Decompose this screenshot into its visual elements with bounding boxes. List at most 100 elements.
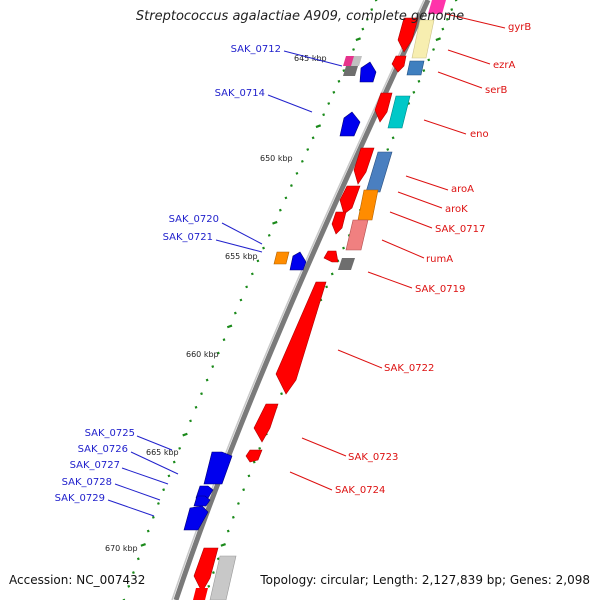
tick-mark	[146, 529, 150, 533]
tick-mark	[231, 515, 235, 519]
gene-arrow-SAK_0727	[193, 495, 211, 507]
gene-label-SAK_0719: SAK_0719	[415, 284, 465, 295]
tick-mark	[136, 557, 140, 561]
tick-mark	[300, 159, 304, 163]
tick-mark	[222, 338, 226, 342]
kbp-label: 650 kbp	[260, 154, 293, 163]
tick-mark	[172, 460, 176, 464]
tick-mark	[194, 405, 198, 409]
gene-arrow-ezrA	[391, 55, 407, 73]
tick-mark	[427, 58, 431, 62]
tick-mark	[445, 17, 449, 21]
tick-mark	[355, 37, 361, 42]
tick-mark	[237, 502, 240, 505]
tick-mark	[361, 27, 365, 31]
tick-mark	[412, 90, 416, 94]
genome-title: Streptococcus agalactiae A909, complete …	[135, 9, 465, 24]
gene-arrow-SAK_0721	[289, 251, 307, 271]
gene-arrow-rumA	[323, 250, 339, 263]
gene-label-SAK_0722: SAK_0722	[384, 363, 434, 374]
forward-leader-lines	[107, 50, 343, 517]
tick-mark	[167, 474, 171, 478]
tick-mark	[311, 136, 315, 140]
gene-label-aroK: aroK	[445, 204, 468, 215]
tick-mark	[435, 37, 441, 42]
gene-label-SAK_0720: SAK_0720	[169, 214, 219, 225]
cog-block	[428, 0, 446, 14]
tick-mark	[391, 136, 395, 140]
tick-mark	[365, 17, 369, 21]
gene-arrow-aroA	[339, 185, 361, 215]
gene-arrow-SAK_0725	[203, 451, 233, 485]
tick-mark	[216, 351, 220, 355]
tick-mark	[212, 571, 215, 575]
cog-block	[345, 219, 369, 251]
genome-backbone-shadow	[171, 0, 425, 600]
gene-arrow-serB	[374, 92, 393, 123]
tick-mark	[245, 285, 249, 289]
tick-mark	[422, 69, 426, 73]
cog-block	[406, 60, 425, 76]
cog-block	[365, 151, 393, 193]
tick-mark	[182, 432, 188, 437]
gene-label-rumA: rumA	[426, 254, 453, 265]
gene-arrow-SAK_0724	[245, 449, 263, 463]
tick-mark	[327, 102, 331, 105]
tick-mark	[454, 0, 458, 2]
tick-mark	[162, 488, 166, 492]
tick-mark	[132, 571, 135, 575]
tick-mark	[322, 113, 326, 117]
tick-mark	[370, 8, 374, 12]
tick-mark	[207, 584, 211, 588]
tick-mark	[284, 196, 288, 200]
tick-mark	[239, 298, 243, 302]
gene-label-eno: eno	[470, 129, 489, 140]
gene-label-SAK_0727: SAK_0727	[70, 460, 120, 471]
gene-label-SAK_0714: SAK_0714	[215, 88, 265, 99]
tick-mark	[205, 378, 209, 382]
gene-label-SAK_0723: SAK_0723	[348, 452, 398, 463]
tick-mark	[337, 79, 341, 83]
tick-mark	[352, 48, 355, 51]
tick-mark	[315, 124, 322, 129]
tick-mark	[250, 272, 254, 276]
reverse-strand-features	[193, 0, 446, 600]
gene-arrow-SAK_0712	[359, 61, 377, 83]
gene-label-ezrA: ezrA	[493, 60, 516, 71]
tick-mark	[226, 324, 233, 329]
cog-block	[357, 189, 379, 221]
tick-mark	[272, 220, 278, 225]
gene-label-SAK_0717: SAK_0717	[435, 224, 485, 235]
tick-mark	[127, 584, 131, 588]
tick-mark	[342, 246, 345, 250]
tick-mark	[262, 246, 265, 250]
tick-mark	[325, 285, 329, 289]
cog-block	[338, 258, 355, 270]
gene-arrow	[193, 588, 208, 600]
gene-arrow-SAK_0722	[275, 281, 327, 395]
tick-mark	[258, 446, 262, 450]
tick-mark	[220, 543, 226, 547]
kbp-label: 665 kbp	[146, 448, 179, 457]
cog-block	[273, 251, 290, 265]
cog-block	[209, 555, 237, 600]
topology-text: Topology: circular; Length: 2,127,839 bp…	[260, 573, 590, 587]
tick-mark	[441, 27, 445, 31]
gene-label-SAK_0728: SAK_0728	[62, 477, 112, 488]
accession-text: Accession: NC_007432	[9, 573, 146, 587]
gene-label-serB: serB	[485, 85, 507, 96]
gene-arrow-SAK_0723	[253, 403, 279, 443]
tick-mark	[280, 392, 283, 396]
tick-mark	[295, 171, 299, 175]
tick-mark	[290, 184, 293, 188]
tick-mark	[151, 515, 155, 519]
tick-mark	[122, 598, 126, 600]
tick-mark	[306, 148, 310, 151]
gene-label-SAK_0712: SAK_0712	[231, 44, 281, 55]
tick-mark	[157, 502, 160, 505]
gene-label-gyrB: gyrB	[508, 22, 531, 33]
gene-arrow-SAK_0729	[183, 505, 209, 531]
tick-mark	[432, 48, 435, 51]
tick-mark	[332, 90, 336, 94]
